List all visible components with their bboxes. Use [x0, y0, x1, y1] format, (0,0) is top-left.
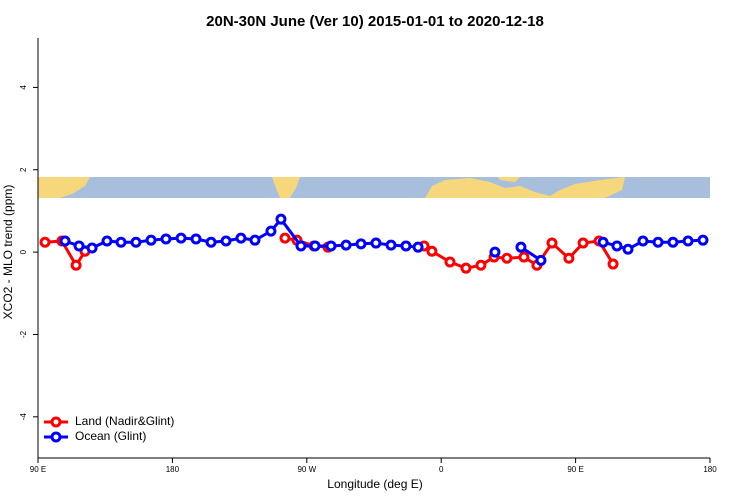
point [295, 240, 307, 252]
point [279, 232, 291, 244]
point [535, 254, 547, 266]
point [563, 252, 575, 264]
point [70, 259, 82, 271]
point [637, 235, 649, 247]
point [667, 236, 679, 248]
point [160, 233, 172, 245]
chart-title: 20N-30N June (Ver 10) 2015-01-01 to 2020… [206, 13, 544, 30]
x-axis-label: Longitude (deg E) [327, 477, 422, 491]
point [130, 236, 142, 248]
legend-marker [50, 416, 62, 428]
series-line [44, 239, 87, 267]
point [682, 235, 694, 247]
point [220, 235, 232, 247]
y-axis-label: XCO2 - MLO trend (ppm) [1, 185, 15, 320]
point [175, 232, 187, 244]
x-tick-label: 0 [439, 465, 444, 474]
map-strip [38, 177, 710, 198]
point [309, 240, 321, 252]
x-tick-label: 180 [703, 465, 717, 474]
point [249, 234, 261, 246]
point [145, 234, 157, 246]
point [400, 240, 412, 252]
point [355, 238, 367, 250]
point [412, 241, 424, 253]
point [101, 235, 113, 247]
point [39, 236, 51, 248]
point [697, 234, 709, 246]
point [340, 239, 352, 251]
x-tick-label: 180 [166, 465, 180, 474]
point [205, 236, 217, 248]
point [275, 213, 287, 225]
point [426, 245, 438, 257]
point [86, 242, 98, 254]
y-tick-label: -4 [19, 413, 28, 421]
point [489, 246, 501, 258]
point [73, 240, 85, 252]
point [652, 236, 664, 248]
point [265, 225, 277, 237]
legend-label: Land (Nadir&Glint) [75, 414, 174, 428]
point [577, 237, 589, 249]
x-tick-label: 90 W [297, 465, 316, 474]
point [518, 251, 530, 263]
point [546, 237, 558, 249]
y-tick-label: 2 [19, 167, 28, 172]
point [460, 262, 472, 274]
point [325, 240, 337, 252]
point [515, 241, 527, 253]
point [607, 258, 619, 270]
x-tick-label: 90 E [30, 465, 46, 474]
legend-label: Ocean (Glint) [75, 429, 146, 443]
point [385, 239, 397, 251]
y-tick-label: -2 [19, 330, 28, 338]
point [190, 233, 202, 245]
point [501, 252, 513, 264]
point [611, 240, 623, 252]
y-tick-label: 0 [19, 249, 28, 254]
point [370, 237, 382, 249]
point [622, 243, 634, 255]
point [597, 236, 609, 248]
point [444, 256, 456, 268]
point [475, 259, 487, 271]
x-tick-label: 90 E [567, 465, 583, 474]
point [115, 236, 127, 248]
y-tick-label: 4 [19, 85, 28, 90]
point [235, 232, 247, 244]
legend-marker [50, 431, 62, 443]
point [59, 235, 71, 247]
